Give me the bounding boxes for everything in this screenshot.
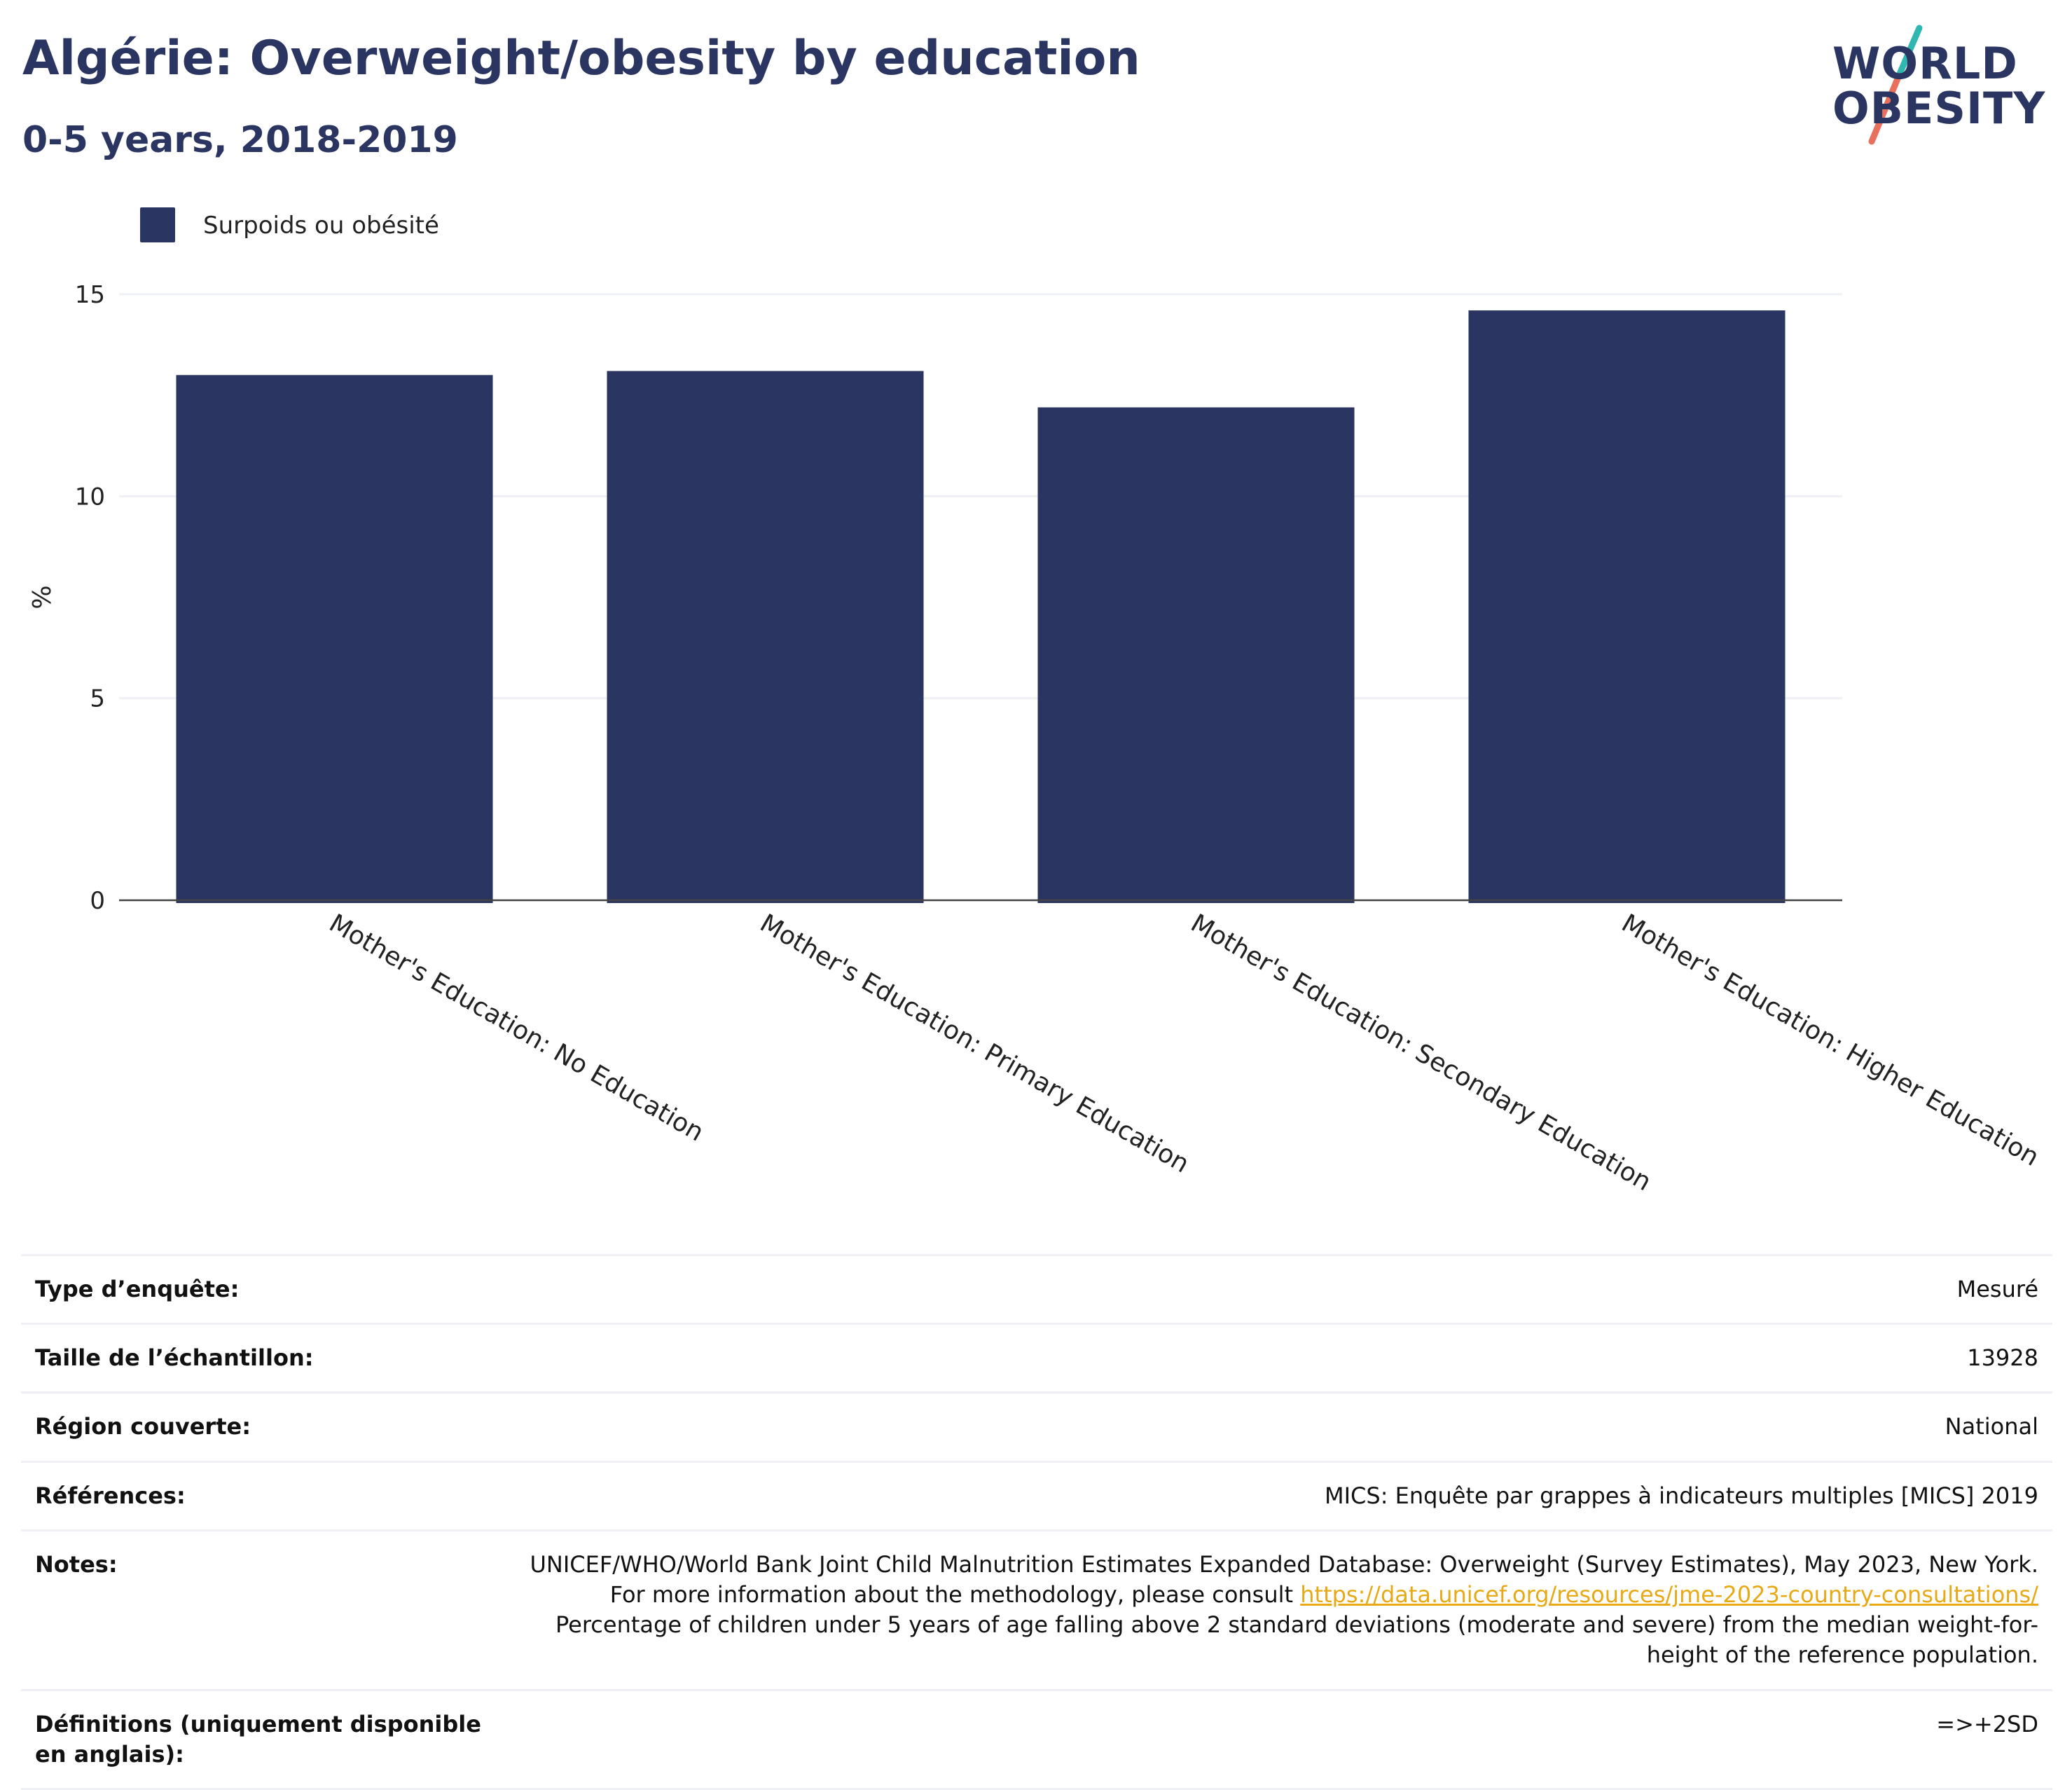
logo-word-obesity: OBESITY	[1832, 83, 2046, 134]
info-value: UNICEF/WHO/World Bank Joint Child Malnut…	[497, 1529, 2052, 1690]
y-tick-label: 5	[90, 685, 105, 713]
info-value: Mesuré	[497, 1253, 2052, 1324]
info-key: Notes:	[21, 1529, 497, 1690]
info-value: 13928	[497, 1323, 2052, 1393]
info-key: Type d’enquête:	[21, 1253, 497, 1324]
bar-4	[1468, 310, 1786, 903]
notes-text-before: UNICEF/WHO/World Bank Joint Child Malnut…	[530, 1550, 2039, 1608]
info-value: National	[497, 1391, 2052, 1462]
info-key: Définitions (uniquement disponible en an…	[21, 1688, 497, 1790]
y-axis-label: %	[28, 585, 57, 609]
chart-title: Algérie: Overweight/obesity by education	[22, 31, 1140, 86]
legend-label: Surpoids ou obésité	[203, 212, 439, 240]
info-value: =>+2SD	[497, 1688, 2052, 1790]
x-tick-label: Mother's Education: Secondary Education	[1186, 909, 1656, 1197]
info-row-notes: Notes: UNICEF/WHO/World Bank Joint Child…	[21, 1529, 2052, 1690]
x-tick-label: Mother's Education: Higher Education	[1617, 909, 2044, 1172]
info-key: Taille de l’échantillon:	[21, 1323, 497, 1393]
info-row-definitions: Définitions (uniquement disponible en an…	[21, 1688, 2052, 1790]
y-tick-label: 10	[75, 483, 105, 511]
bar-1	[176, 375, 493, 903]
x-tick-label: Mother's Education: No Education	[324, 909, 708, 1147]
notes-text-after: Percentage of children under 5 years of …	[555, 1611, 2038, 1669]
info-key: Références:	[21, 1460, 497, 1531]
notes-link[interactable]: https://data.unicef.org/resources/jme-20…	[1300, 1581, 2038, 1608]
y-tick-label: 15	[75, 281, 105, 309]
x-tick-label: Mother's Education: Primary Education	[755, 909, 1194, 1178]
info-row-survey-type: Type d’enquête: Mesuré	[21, 1253, 2052, 1324]
info-row-references: Références: MICS: Enquête par grappes à …	[21, 1460, 2052, 1531]
world-obesity-logo: WORLD OBESITY	[1821, 21, 2059, 147]
info-row-region: Région couverte: National	[21, 1391, 2052, 1462]
y-tick-label: 0	[90, 887, 105, 915]
survey-info-table: Type d’enquête: Mesuré Taille de l’échan…	[21, 1253, 2052, 1790]
logo-slash-icon	[1868, 25, 1923, 145]
info-value: MICS: Enquête par grappes à indicateurs …	[497, 1460, 2052, 1531]
info-row-sample-size: Taille de l’échantillon: 13928	[21, 1323, 2052, 1393]
logo-word-world: WORLD	[1832, 38, 2018, 89]
chart-subtitle: 0-5 years, 2018-2019	[22, 119, 458, 161]
bar-2	[607, 371, 924, 903]
bar-3	[1037, 407, 1355, 903]
info-key: Région couverte:	[21, 1391, 497, 1462]
legend-swatch	[140, 207, 175, 242]
